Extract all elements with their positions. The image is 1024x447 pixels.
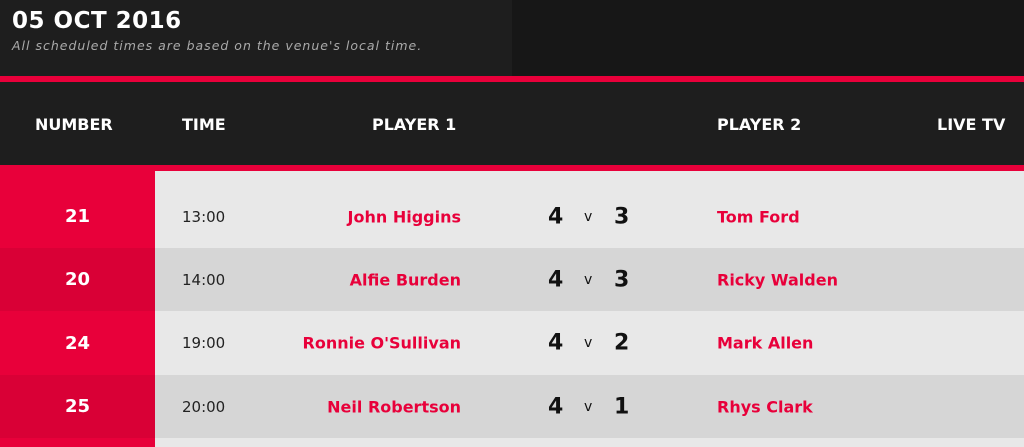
col-player2: PLAYER 2 xyxy=(717,115,802,134)
match-number: 24 xyxy=(0,311,155,375)
versus-label: v xyxy=(584,208,593,225)
match-number: 21 xyxy=(0,171,155,248)
match-time: 19:00 xyxy=(182,334,226,352)
score2: 1 xyxy=(614,394,630,419)
player1-link[interactable]: Ronnie O'Sullivan xyxy=(302,333,461,353)
player2-link[interactable]: Ricky Walden xyxy=(717,270,838,289)
col-live-tv: LIVE TV xyxy=(937,115,1006,134)
match-table: 21 13:00 John Higgins 4 v 3 Tom Ford 20 14:00 Alf… xyxy=(0,171,1024,447)
table-row: 20 14:00 Alfie Burden 4 v 3 Ricky Walden xyxy=(0,248,1024,311)
player1-link[interactable]: Alfie Burden xyxy=(349,270,461,289)
table-row: 24 19:00 Ronnie O'Sullivan 4 v 2 Mark Allen xyxy=(0,311,1024,375)
divider xyxy=(0,165,1024,171)
player1-link[interactable]: John Higgins xyxy=(347,207,461,226)
score2: 3 xyxy=(614,267,630,292)
versus-label: v xyxy=(584,335,593,351)
score2: 2 xyxy=(614,330,630,356)
score1: 4 xyxy=(548,204,564,229)
page-title: 05 OCT 2016 xyxy=(12,8,182,34)
player2-link[interactable]: Mark Allen xyxy=(717,333,814,353)
table-row: 25 20:00 Neil Robertson 4 v 1 Rhys Clark xyxy=(0,375,1024,438)
table-row: 21 13:00 John Higgins 4 v 3 Tom Ford xyxy=(0,171,1024,248)
match-time: 14:00 xyxy=(182,270,226,289)
match-time: 20:00 xyxy=(182,397,226,416)
versus-label: v xyxy=(584,398,593,415)
score1: 4 xyxy=(548,394,564,419)
match-time: 13:00 xyxy=(182,207,226,226)
versus-label: v xyxy=(584,271,593,288)
date-header: 05 OCT 2016 All scheduled times are base… xyxy=(0,0,512,76)
col-number: NUMBER xyxy=(35,115,113,134)
timezone-note: All scheduled times are based on the ven… xyxy=(12,38,423,53)
score1: 4 xyxy=(548,267,564,292)
player2-link[interactable]: Tom Ford xyxy=(717,207,800,226)
divider xyxy=(0,76,1024,82)
player2-link[interactable]: Rhys Clark xyxy=(717,397,813,416)
match-number: 20 xyxy=(0,248,155,311)
player1-link[interactable]: Neil Robertson xyxy=(327,397,461,416)
col-player1: PLAYER 1 xyxy=(372,115,457,134)
score2: 3 xyxy=(614,204,630,229)
table-header: NUMBER TIME PLAYER 1 PLAYER 2 LIVE TV xyxy=(0,82,1024,165)
score1: 4 xyxy=(548,330,564,356)
col-time: TIME xyxy=(182,115,226,134)
match-number: 25 xyxy=(0,375,155,438)
